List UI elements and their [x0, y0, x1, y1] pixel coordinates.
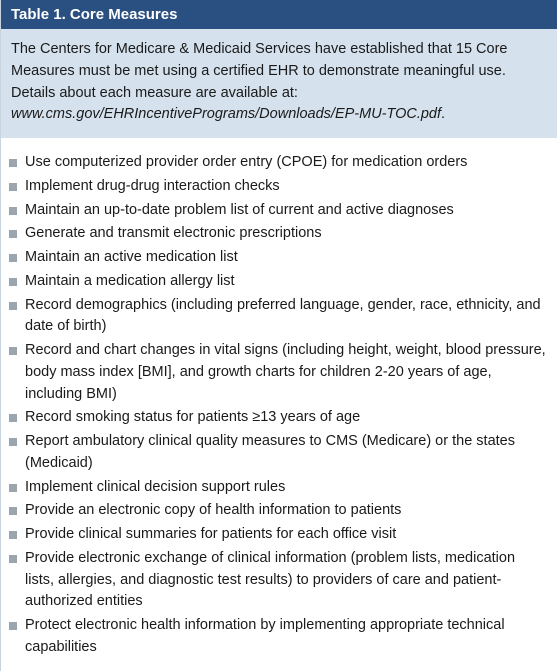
measure-item: Provide clinical summaries for patients … [9, 524, 547, 546]
measure-item: Provide electronic exchange of clinical … [9, 548, 547, 613]
table-title: Table 1. Core Measures [1, 0, 557, 29]
intro-url: www.cms.gov/EHRIncentivePrograms/Downloa… [11, 106, 441, 122]
measure-item: Maintain an up-to-date problem list of c… [9, 200, 547, 222]
intro-text-body: The Centers for Medicare & Medicaid Serv… [11, 41, 507, 101]
measure-item: Implement drug-drug interaction checks [9, 176, 547, 198]
measure-item: Maintain an active medication list [9, 247, 547, 269]
measure-item: Maintain a medication allergy list [9, 271, 547, 293]
measures-list-area: Use computerized provider order entry (C… [1, 138, 557, 671]
measure-item: Record and chart changes in vital signs … [9, 340, 547, 405]
measure-item: Use computerized provider order entry (C… [9, 152, 547, 174]
intro-text-tail: . [441, 106, 445, 122]
measure-item: Report ambulatory clinical quality measu… [9, 431, 547, 475]
measures-list: Use computerized provider order entry (C… [9, 152, 547, 659]
measure-item: Implement clinical decision support rule… [9, 477, 547, 499]
measure-item: Generate and transmit electronic prescri… [9, 223, 547, 245]
measure-item: Provide an electronic copy of health inf… [9, 500, 547, 522]
measure-item: Record smoking status for patients ≥13 y… [9, 407, 547, 429]
measure-item: Protect electronic health information by… [9, 615, 547, 659]
core-measures-table: Table 1. Core Measures The Centers for M… [0, 0, 557, 671]
intro-text: The Centers for Medicare & Medicaid Serv… [1, 29, 557, 138]
measure-item: Record demographics (including preferred… [9, 295, 547, 339]
